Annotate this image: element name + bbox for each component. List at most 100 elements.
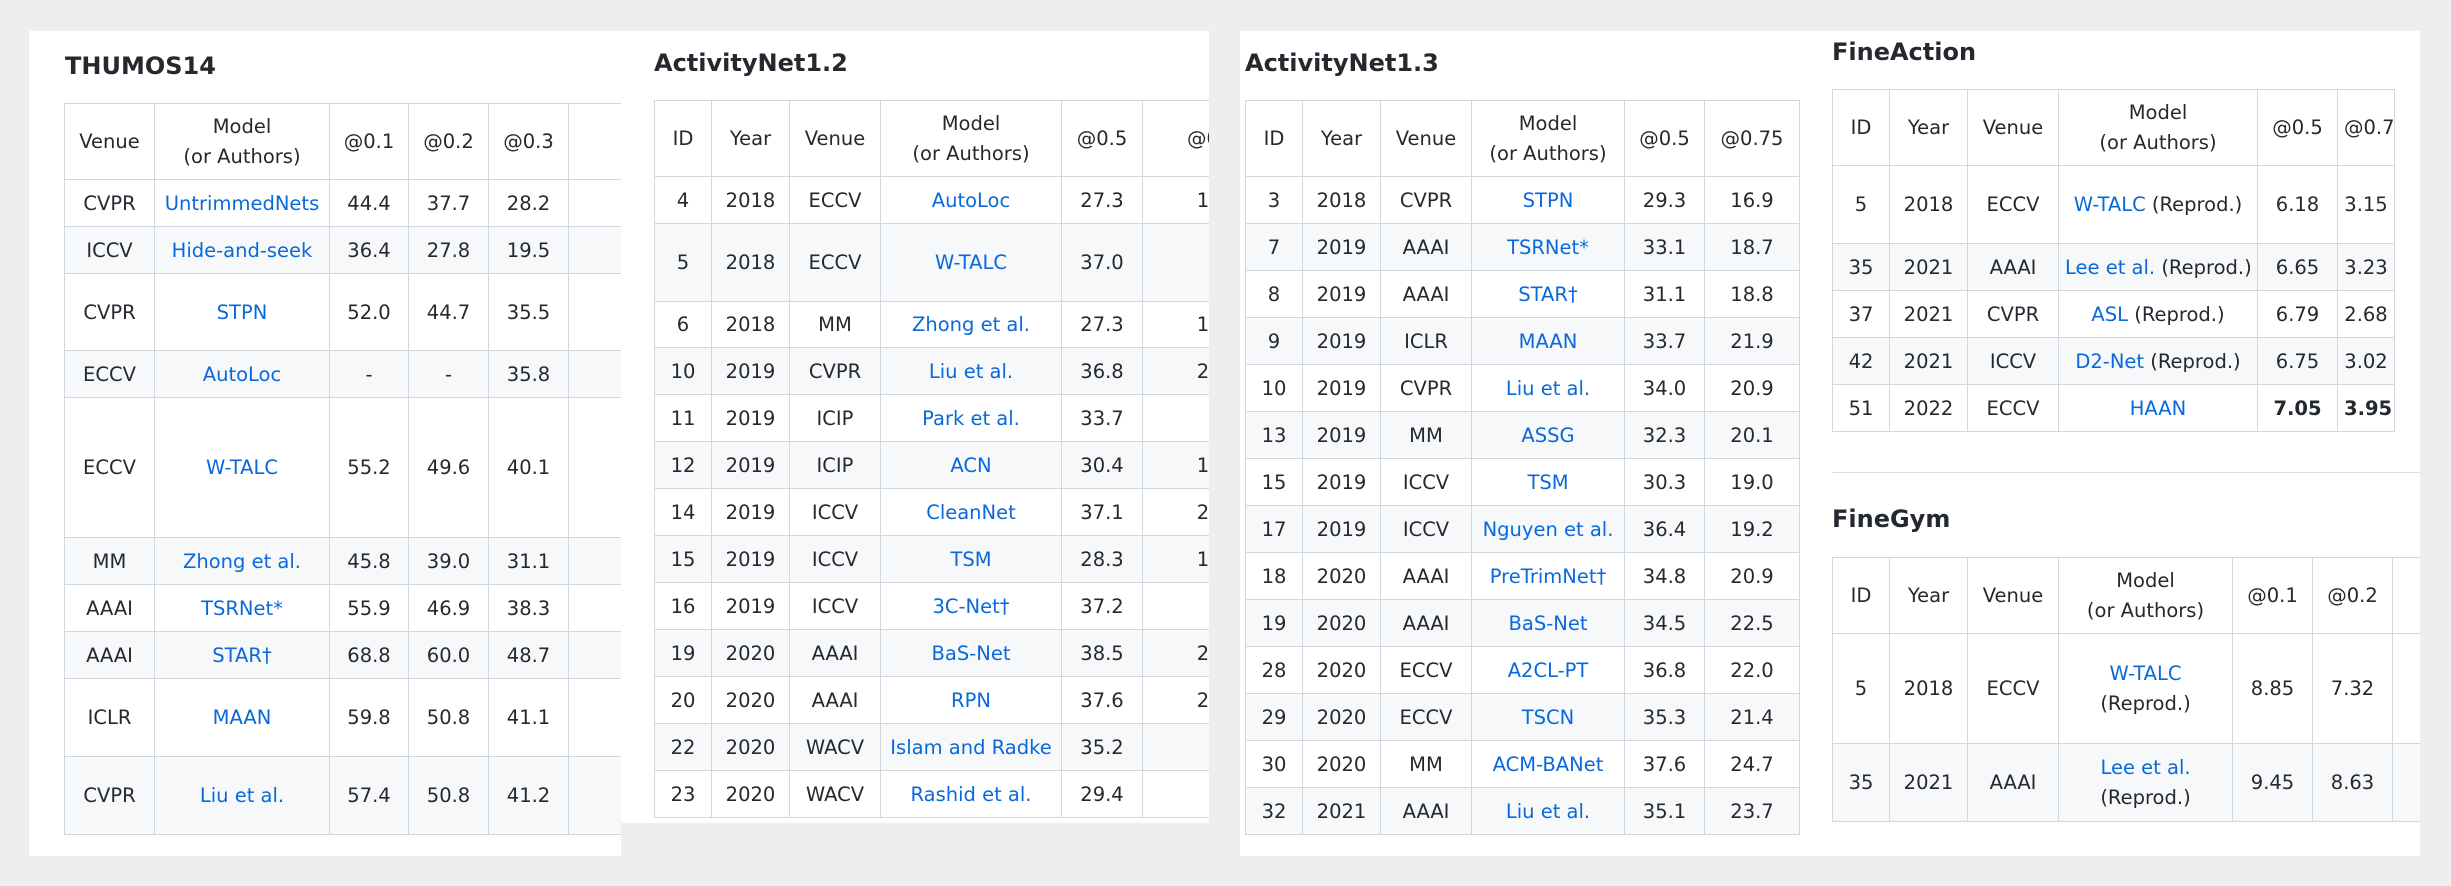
model-link[interactable]: 3C-Net† [932,594,1010,618]
table-row: 10 2019 CVPR Liu et al. 36.8 22.0 [654,347,1209,395]
finegym-title: FineGym [1832,505,1951,533]
model-link[interactable]: W-TALC [2073,193,2146,216]
table-row: AAAI STAR† 68.8 60.0 48.7 34.7 [64,631,621,679]
anet13-cell-a: 34.8 [1624,552,1705,600]
cell-value: 55.9 [347,596,391,620]
thumos-cell-v2: - [408,350,489,398]
model-link[interactable]: W-TALC [2109,661,2182,685]
table-row: 32 2021 AAAI Liu et al. 35.1 23.7 [1245,787,1800,835]
model-link[interactable]: TSM [950,547,992,571]
model-link[interactable]: STPN [216,300,268,324]
model-link[interactable]: PreTrimNet† [1489,564,1607,588]
model-link[interactable]: TSM [1527,470,1569,494]
model-link[interactable]: Park et al. [922,406,1020,430]
model-link[interactable]: HAAN [2129,396,2187,420]
thumos-cell-v4: 32.1 [568,756,621,835]
cell-value: 44.7 [426,300,471,324]
cell-value: ICCV [811,500,859,524]
thumos-cell-model: TSRNet* [154,584,330,632]
anet12-cell-b: - [1142,223,1209,302]
thumos14-table-viewport[interactable]: Venue Model (or Authors) @0.1@0.2@0.3@0.4 C… [64,103,621,856]
model-link[interactable]: CleanNet [926,500,1016,524]
thumos-cell-venue: ECCV [64,350,155,398]
cell-value: 20.9 [1730,376,1774,400]
model-link[interactable]: TSCN [1521,705,1575,729]
model-link[interactable]: BaS-Net [1508,611,1588,635]
model-link[interactable]: AutoLoc [931,188,1011,212]
model-link[interactable]: Lee et al. [2100,755,2191,779]
thumos-cell-venue: ICCV [64,226,155,274]
model-link[interactable]: MAAN [212,706,272,729]
anet12-cell-year: 2020 [711,629,790,677]
model-link[interactable]: ACN [950,453,992,477]
model-link[interactable]: Nguyen et al. [1482,517,1614,541]
model-link[interactable]: RPN [951,688,991,712]
anet13-cell-model: PreTrimNet† [1471,552,1625,600]
model-link[interactable]: ASL [2091,302,2129,326]
model-link[interactable]: STAR† [212,643,272,667]
anet12-cell-year: 2019 [711,582,790,630]
cell-value: 2020 [725,688,776,712]
anet13-cell-b: 23.7 [1704,787,1800,835]
cell-value: 36.8 [1642,658,1687,682]
fineaction-cell-id: 51 [1832,384,1890,432]
thumos-cell-venue: ECCV [64,397,155,538]
column-header-line: (or Authors) [2086,598,2205,622]
anet13-cell-id: 10 [1245,364,1303,412]
model-link[interactable]: ASSG [1521,423,1575,447]
anet12-cell-id: 11 [654,394,712,442]
thumos-cell-v3: 31.1 [488,537,569,585]
model-link[interactable]: Liu et al. [1505,376,1591,400]
model-link[interactable]: BaS-Net [931,641,1011,665]
anet12-cell-b: 14.7 [1142,301,1209,348]
table-row: CVPR Liu et al. 57.4 50.8 41.2 32.1 [64,756,621,835]
model-link[interactable]: STPN [1522,188,1574,212]
model-link[interactable]: Zhong et al. [912,313,1030,336]
anet13-cell-id: 29 [1245,693,1303,741]
model-link[interactable]: Hide-and-seek [171,238,313,262]
model-link[interactable]: Rashid et al. [910,782,1032,806]
model-link[interactable]: UntrimmedNets [164,191,320,215]
anet12-cell-a: 37.1 [1061,488,1143,536]
anet12-cell-venue: MM [789,301,881,348]
reprod-note: (Reprod.) [2150,349,2241,373]
table-row: CVPR UntrimmedNets 44.4 37.7 28.2 21.1 [64,179,621,227]
cell-value: 28 [1261,658,1287,682]
cell-value: 55.2 [347,456,391,479]
model-link[interactable]: A2CL-PT [1507,658,1589,682]
model-link[interactable]: W-TALC [206,456,278,479]
model-link[interactable]: AutoLoc [202,362,282,386]
model-link[interactable]: TSRNet* [1507,235,1589,259]
model-link[interactable]: Liu et al. [928,359,1014,383]
thumos14-card: THUMOS14 Venue Model (or Authors) @0.1 @0.2 @… [29,31,621,856]
cell-value: 32.3 [1642,423,1687,447]
table-row: 7 2019 AAAI TSRNet* 33.1 18.7 [1245,223,1800,271]
model-link[interactable]: Zhong et al. [183,549,301,573]
thumos-cell-venue: CVPR [64,273,155,351]
anet12-cell-a: 37.2 [1061,582,1143,630]
model-link[interactable]: STAR† [1518,282,1578,306]
model-link[interactable]: D2-Net [2075,349,2145,373]
anet13-cell-venue: CVPR [1380,176,1472,224]
table-row: CVPR STPN 52.0 44.7 35.5 25.8 [64,273,621,351]
cell-value: AAAI [1402,611,1450,635]
anet12-cell-a: 38.5 [1061,629,1143,677]
anet12-cell-model: TSM [880,535,1062,583]
model-link[interactable]: Liu et al. [199,784,285,807]
model-link[interactable]: Islam and Radke [890,735,1052,759]
cell-value: 37.6 [1642,752,1687,776]
cell-value: 2018 [725,313,776,336]
anet12-col-header: @0.75 [1142,100,1209,177]
model-link[interactable]: Liu et al. [1505,799,1591,823]
model-link[interactable]: ACM-BANet [1492,752,1604,776]
model-link[interactable]: MAAN [1518,329,1578,353]
model-link[interactable]: TSRNet* [201,596,283,620]
model-link[interactable]: Lee et al. [2065,255,2156,279]
model-link[interactable]: W-TALC [935,251,1007,274]
cell-value: 2.68 [2344,302,2388,326]
activitynet13-title: ActivityNet1.3 [1245,49,1439,77]
